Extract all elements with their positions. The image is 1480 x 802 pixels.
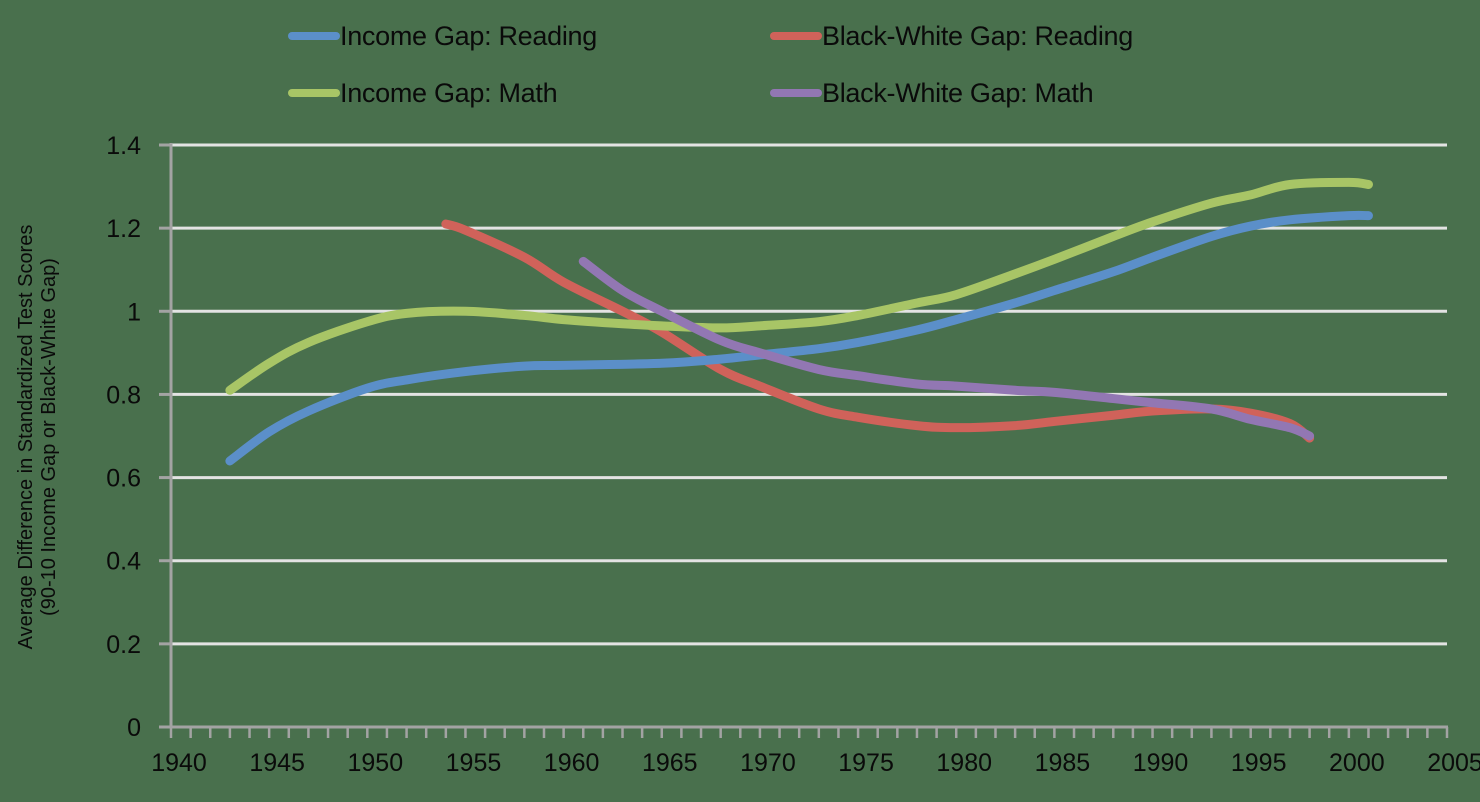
x-tick-label: 1985 [1035,749,1091,777]
x-tick-label: 1955 [446,749,502,777]
axes [159,143,1448,729]
y-axis-ticks: 0 0.2 0.4 0.6 0.8 1 1.2 1.4 [106,132,171,742]
y-tick-label: 1.2 [106,215,141,243]
x-tick-label: 2000 [1329,749,1385,777]
x-tick-label: 1960 [544,749,600,777]
legend-label: Black-White Gap: Math [822,77,1094,108]
legend-item-bw-reading: Black-White Gap: Reading [770,16,1133,56]
y-tick-label: 0.8 [106,381,141,409]
y-tick-label: 0.6 [106,465,141,493]
legend-swatch-red [770,32,822,40]
legend-item-bw-math: Black-White Gap: Math [770,73,1094,113]
legend-label: Income Gap: Math [340,77,558,108]
chart-legend: Income Gap: Reading Black-White Gap: Rea… [0,0,1480,130]
legend-swatch-blue [288,32,340,40]
gridlines [171,143,1447,646]
x-tick-label: 1990 [1133,749,1189,777]
x-tick-label: 1970 [740,749,796,777]
x-axis-ticks: 1940 1945 1950 1955 1960 1965 1970 1975 1980 1985… [151,727,1480,777]
series-line-income-gap-reading [225,210,1373,466]
x-tick-label: 1945 [249,749,305,777]
x-tick-label: 1940 [151,749,207,777]
legend-swatch-purple [770,89,822,97]
y-tick-label: 1 [127,298,141,326]
y-tick-label: 0.2 [106,631,141,659]
legend-item-income-reading: Income Gap: Reading [288,16,597,56]
y-tick-label: 1.4 [106,132,141,160]
legend-label: Income Gap: Reading [340,20,597,51]
x-tick-label: 1995 [1231,749,1287,777]
y-tick-label: 0.4 [106,548,141,576]
x-tick-label: 1950 [347,749,403,777]
legend-item-income-math: Income Gap: Math [288,73,558,113]
x-tick-label: 1975 [838,749,894,777]
legend-label: Black-White Gap: Reading [822,20,1133,51]
x-tick-label: 1965 [642,749,698,777]
y-tick-label: 0 [127,714,141,742]
series-lines [225,177,1373,466]
series-line-black-white-gap-math [578,256,1315,441]
x-tick-label: 2005 [1427,749,1480,777]
x-tick-label: 1980 [936,749,992,777]
legend-swatch-green [288,89,340,97]
series-line-income-gap-math [225,177,1373,395]
